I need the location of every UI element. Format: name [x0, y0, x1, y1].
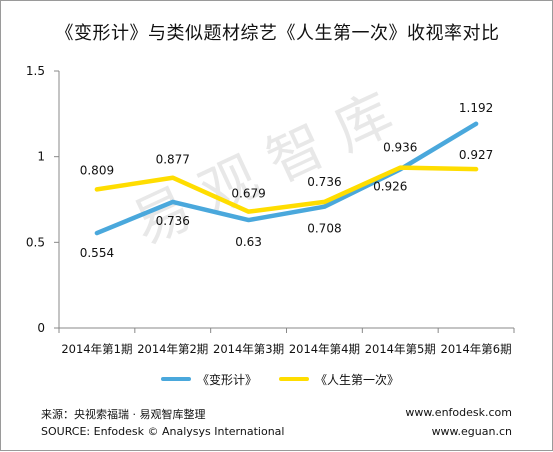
site-link-eguan[interactable]: www.eguan.cn [431, 425, 512, 438]
chart-title: 《变形计》与类似题材综艺《人生第一次》收视率对比 [55, 23, 500, 44]
x-tick-label: 2014年第5期 [365, 342, 436, 356]
legend-label-series-2: 《人生第一次》 [315, 372, 400, 387]
data-label: 0.936 [383, 141, 417, 155]
data-label: 0.554 [80, 246, 114, 260]
x-tick-label: 2014年第6期 [441, 342, 512, 356]
data-label: 0.679 [231, 187, 265, 201]
data-label: 0.63 [235, 235, 262, 249]
x-tick-label: 2014年第2期 [137, 342, 208, 356]
legend-swatch-series-2 [279, 377, 309, 381]
data-label: 0.736 [156, 214, 190, 228]
data-label: 0.926 [373, 179, 407, 193]
site-link-enfodesk[interactable]: www.enfodesk.com [405, 406, 512, 419]
data-label: 0.809 [80, 163, 114, 177]
source-en: SOURCE: Enfodesk © Analysys Internationa… [41, 425, 285, 438]
legend-item-series-2: 《人生第一次》 [279, 369, 399, 389]
data-label: 0.877 [156, 153, 190, 167]
x-tick-label: 2014年第4期 [289, 342, 360, 356]
legend-label-series-1: 《变形计》 [197, 372, 258, 387]
x-tick-label: 2014年第3期 [213, 342, 284, 356]
data-label: 0.736 [307, 175, 341, 189]
y-tick-label: 0 [37, 321, 45, 335]
y-tick-label: 0.5 [26, 235, 45, 249]
source-cn: 来源：央视索福瑞 · 易观智库整理 [41, 408, 206, 421]
legend-item-series-1: 《变形计》 [161, 369, 257, 389]
series-line-2 [94, 165, 479, 214]
x-tick-label: 2014年第1期 [61, 342, 132, 356]
series-line-1 [94, 121, 479, 236]
data-label: 0.708 [307, 222, 341, 236]
data-label: 0.927 [459, 148, 493, 162]
y-tick-label: 1.5 [26, 64, 45, 78]
data-label: 1.192 [459, 101, 493, 115]
legend-swatch-series-1 [161, 377, 191, 381]
y-tick-label: 1 [37, 150, 45, 164]
legend: 《变形计》 《人生第一次》 [1, 369, 553, 389]
